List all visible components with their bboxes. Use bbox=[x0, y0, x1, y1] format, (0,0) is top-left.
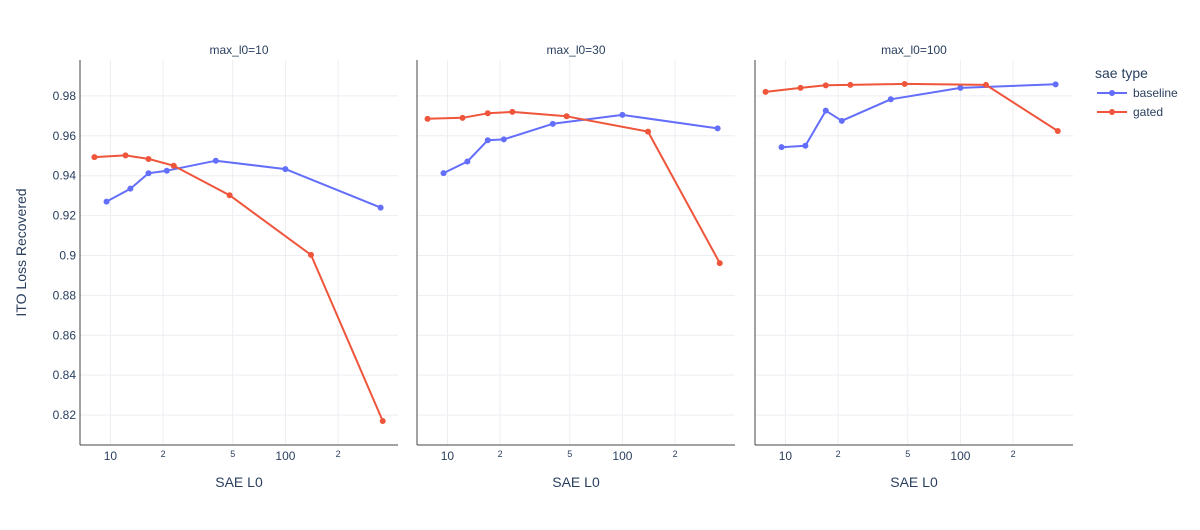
data-point-baseline bbox=[145, 170, 152, 177]
data-point-gated bbox=[91, 154, 98, 161]
data-point-gated bbox=[226, 192, 233, 199]
data-point-baseline bbox=[282, 166, 289, 173]
y-tick-label: 0.86 bbox=[53, 328, 77, 342]
data-point-baseline bbox=[163, 167, 170, 174]
y-tick-label: 0.82 bbox=[53, 408, 77, 422]
legend-label: baseline bbox=[1133, 86, 1178, 100]
x-tick-label: 100 bbox=[612, 449, 632, 463]
data-point-baseline bbox=[127, 185, 134, 192]
x-tick-label: 10 bbox=[104, 449, 118, 463]
x-axis-title: SAE L0 bbox=[552, 474, 600, 490]
data-point-gated bbox=[145, 155, 152, 162]
data-point-baseline bbox=[957, 84, 964, 91]
x-tick-label: 2 bbox=[673, 449, 678, 459]
series-line-baseline bbox=[443, 113, 718, 174]
series-line-gated bbox=[765, 82, 1059, 132]
facet-title: max_l0=10 bbox=[209, 43, 268, 57]
data-point-baseline bbox=[1052, 81, 1059, 88]
data-point-gated bbox=[797, 84, 804, 91]
y-tick-label: 0.94 bbox=[53, 169, 77, 183]
data-point-baseline bbox=[377, 204, 384, 211]
data-point-gated bbox=[459, 114, 466, 121]
data-point-baseline bbox=[103, 198, 110, 205]
data-point-baseline bbox=[778, 144, 785, 151]
facet-title: max_l0=30 bbox=[546, 43, 605, 57]
data-point-baseline bbox=[838, 117, 845, 124]
data-point-gated bbox=[379, 418, 386, 425]
y-tick-label: 0.98 bbox=[53, 89, 77, 103]
x-tick-label: 10 bbox=[779, 449, 793, 463]
data-point-gated bbox=[762, 88, 769, 95]
data-point-gated bbox=[563, 113, 570, 120]
x-tick-label: 5 bbox=[567, 449, 572, 459]
series-line-baseline bbox=[106, 159, 381, 209]
data-point-baseline bbox=[464, 158, 471, 165]
y-tick-label: 0.84 bbox=[53, 368, 77, 382]
series-line-baseline bbox=[781, 83, 1056, 149]
x-axis-title: SAE L0 bbox=[215, 474, 263, 490]
data-point-gated bbox=[307, 251, 314, 258]
y-tick-label: 0.96 bbox=[53, 129, 77, 143]
data-point-gated bbox=[644, 128, 651, 135]
data-point-gated bbox=[484, 110, 491, 117]
x-tick-label: 2 bbox=[161, 449, 166, 459]
data-point-gated bbox=[716, 260, 723, 267]
data-point-baseline bbox=[212, 157, 219, 164]
data-point-gated bbox=[1054, 128, 1061, 135]
data-point-baseline bbox=[802, 142, 809, 149]
x-tick-label: 100 bbox=[275, 449, 295, 463]
legend-label: gated bbox=[1133, 105, 1163, 119]
data-point-baseline bbox=[822, 107, 829, 114]
data-point-gated bbox=[822, 82, 829, 89]
data-point-baseline bbox=[714, 125, 721, 132]
data-point-baseline bbox=[440, 170, 447, 177]
y-tick-label: 0.88 bbox=[53, 288, 77, 302]
data-point-gated bbox=[982, 81, 989, 88]
series-line-gated bbox=[94, 154, 384, 422]
x-tick-label: 2 bbox=[1011, 449, 1016, 459]
x-tick-label: 5 bbox=[905, 449, 910, 459]
x-tick-label: 2 bbox=[498, 449, 503, 459]
data-point-gated bbox=[122, 152, 129, 159]
data-point-gated bbox=[847, 81, 854, 88]
facet-title: max_l0=100 bbox=[881, 43, 947, 57]
y-tick-label: 0.9 bbox=[59, 248, 76, 262]
data-point-gated bbox=[901, 80, 908, 87]
data-point-baseline bbox=[484, 137, 491, 144]
data-point-gated bbox=[424, 115, 431, 122]
x-tick-label: 10 bbox=[441, 449, 455, 463]
data-point-gated bbox=[509, 108, 516, 115]
data-point-baseline bbox=[619, 111, 626, 118]
x-tick-label: 100 bbox=[950, 449, 970, 463]
legend-swatch-marker bbox=[1109, 109, 1115, 115]
x-tick-label: 2 bbox=[336, 449, 341, 459]
legend-title: sae type bbox=[1095, 65, 1148, 81]
data-point-baseline bbox=[887, 96, 894, 103]
x-tick-label: 5 bbox=[230, 449, 235, 459]
y-axis-title: ITO Loss Recovered bbox=[13, 188, 29, 316]
y-tick-label: 0.92 bbox=[53, 209, 77, 223]
x-tick-label: 2 bbox=[836, 449, 841, 459]
data-point-gated bbox=[170, 162, 177, 169]
data-point-baseline bbox=[549, 120, 556, 127]
x-axis-title: SAE L0 bbox=[890, 474, 938, 490]
series-line-gated bbox=[427, 110, 721, 264]
legend-swatch-marker bbox=[1109, 90, 1115, 96]
data-point-baseline bbox=[500, 136, 507, 143]
